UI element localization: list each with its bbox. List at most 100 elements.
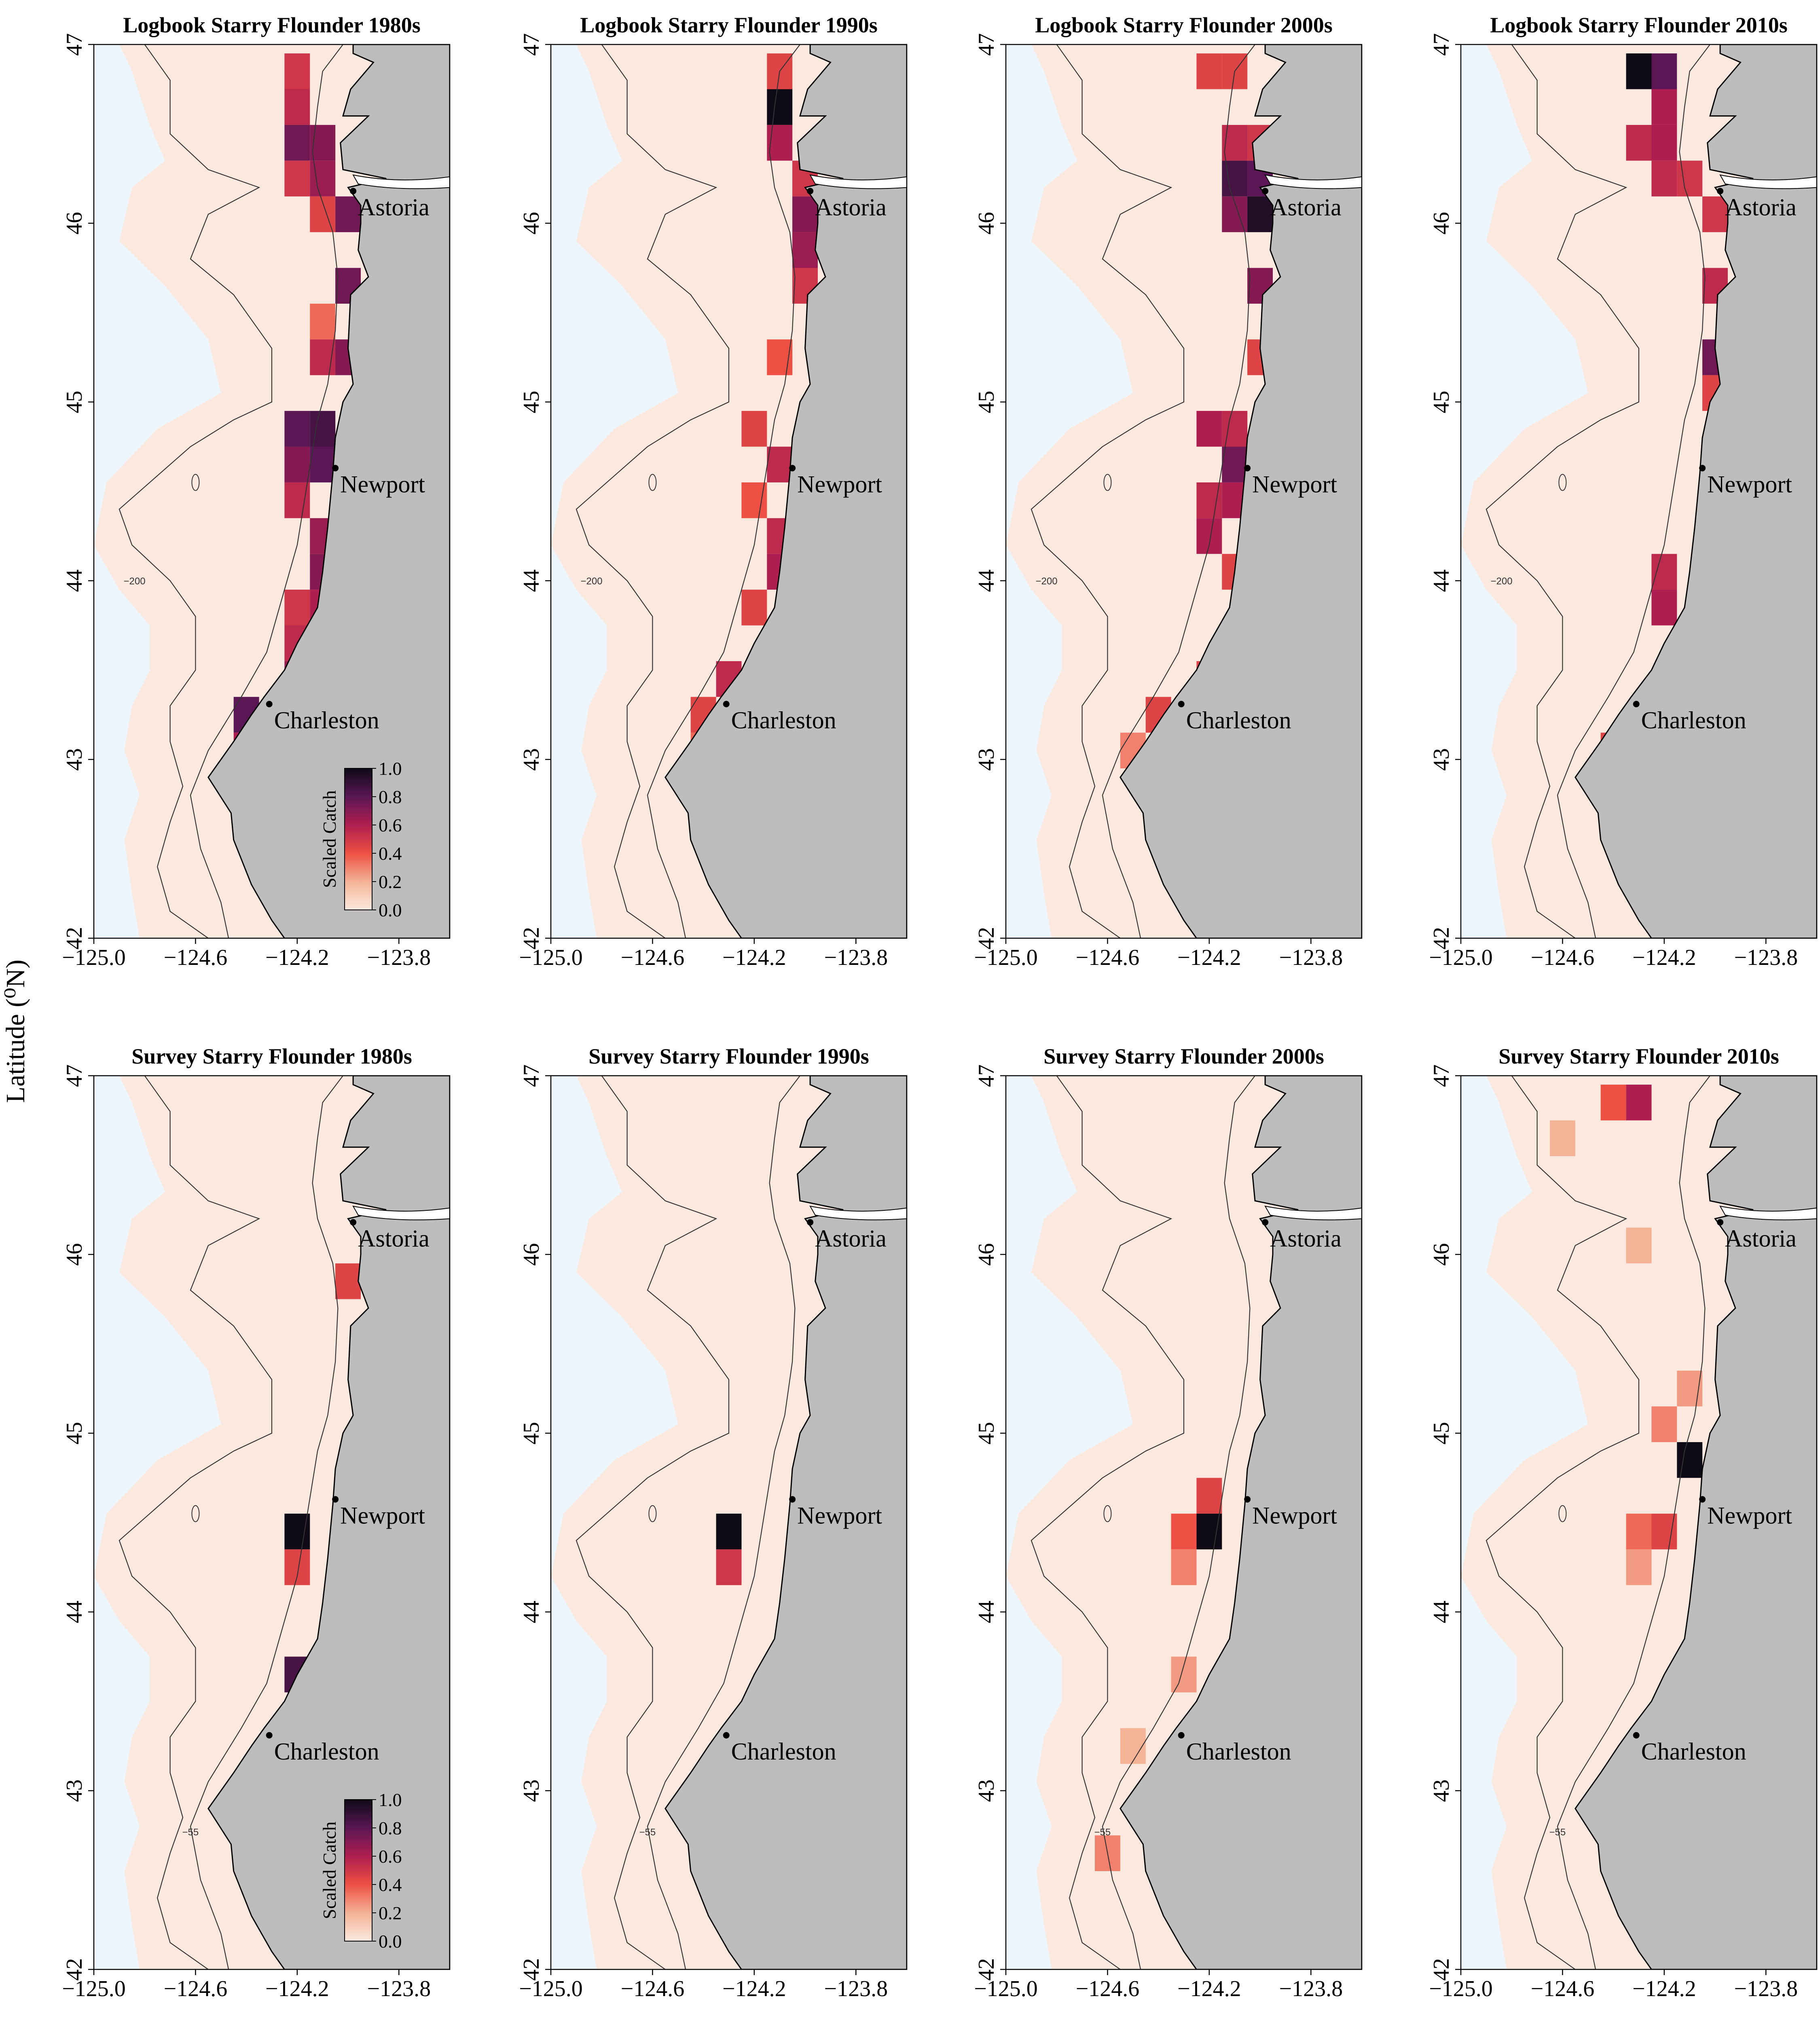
catch-envelope: [1461, 44, 1753, 938]
x-tick-label: −123.8: [1734, 945, 1798, 970]
catch-cell: [284, 125, 310, 161]
colorbar-tick-label: 0.8: [379, 787, 402, 807]
shelf-contour: [1102, 44, 1255, 938]
catch-cell: [1651, 53, 1677, 89]
contour-label: −200: [1491, 576, 1513, 587]
panel-4: −200 Astoria Newport Charleston Logbook Star…: [1429, 13, 1818, 970]
panel-frame: [93, 1075, 451, 1970]
catch-cell: [716, 1513, 742, 1550]
catch-cell: [1196, 1478, 1222, 1514]
panel-8: −55 Astoria Newport Charleston Survey Starry…: [1429, 1044, 1818, 2001]
y-tick-label: 47: [519, 33, 544, 56]
catch-cell: [1247, 196, 1273, 233]
port-label: Astoria: [1270, 194, 1342, 220]
x-tick-label: −124.6: [1531, 945, 1595, 970]
colorbar-tick-label: 1.0: [379, 758, 402, 779]
x-tick-label: −124.2: [1177, 1976, 1241, 2001]
y-tick-label: 42: [1429, 1958, 1454, 1981]
island-contour: [191, 474, 200, 491]
colorbar-tick-label: 0.4: [379, 1874, 402, 1895]
port-marker: [1633, 1732, 1640, 1739]
catch-envelope: [1006, 1076, 1298, 1969]
port-marker: [723, 700, 730, 707]
x-tick-label: −124.6: [621, 945, 685, 970]
port-label: Charleston: [1641, 1738, 1746, 1765]
contour-label: −200: [124, 576, 146, 587]
estuary: [809, 174, 907, 189]
map-area: [1461, 1076, 1817, 1969]
catch-cell: [1651, 89, 1677, 125]
shelf-contour: [647, 1076, 800, 1969]
x-tick-label: −124.2: [1632, 1976, 1696, 2001]
catch-cell: [310, 446, 336, 482]
port-label: Astoria: [815, 1225, 887, 1252]
island-contour: [1103, 474, 1112, 491]
catch-cell: [1196, 482, 1222, 518]
shelf-contour: [190, 44, 343, 938]
catch-cell: [1550, 1120, 1575, 1156]
y-tick-label: 42: [974, 1958, 999, 1981]
catch-cell: [767, 125, 793, 161]
port-marker: [1178, 1732, 1185, 1739]
catch-cell: [716, 1549, 742, 1585]
island-contour: [1103, 1505, 1112, 1522]
panel-title: Logbook Starry Flounder 2000s: [1035, 13, 1333, 37]
contour-label: −55: [1094, 1827, 1111, 1838]
port-marker: [350, 188, 357, 195]
panel-title: Survey Starry Flounder 1990s: [588, 1044, 869, 1068]
y-tick-label: 47: [519, 1064, 544, 1087]
y-tick-label: 47: [974, 33, 999, 56]
panel-frame: [1460, 44, 1818, 939]
isobath-contour: [1486, 1076, 1640, 1969]
shelf-contour: [1102, 1076, 1255, 1969]
panel-6: −55 Astoria Newport Charleston Survey Starry…: [519, 1044, 908, 2001]
catch-cell: [284, 161, 310, 197]
catch-cell: [1196, 411, 1222, 447]
port-label: Charleston: [274, 1738, 379, 1765]
port-marker: [1633, 700, 1640, 707]
panel-title: Logbook Starry Flounder 1980s: [123, 13, 421, 37]
catch-cell: [1651, 125, 1677, 161]
catch-cell: [1171, 1549, 1197, 1585]
y-tick-label: 44: [519, 569, 544, 592]
estuary: [1719, 1206, 1817, 1220]
panel-3: −200 Astoria Newport Charleston Logbook Star…: [974, 13, 1363, 970]
map-area: [94, 44, 450, 938]
colorbar-tick-label: 0.6: [379, 815, 402, 835]
land: [1575, 1076, 1817, 1969]
panel-frame: [550, 1075, 908, 1970]
land: [207, 44, 450, 938]
island-contour: [1558, 474, 1567, 491]
map-area: [1461, 44, 1817, 938]
y-tick-label: 42: [519, 927, 544, 950]
x-tick-label: −125.0: [519, 1976, 583, 2001]
catch-cell: [310, 125, 336, 161]
y-tick-label: 43: [519, 748, 544, 771]
port-label: Charleston: [731, 1738, 836, 1765]
port-label: Astoria: [358, 1225, 430, 1252]
y-tick-label: 44: [1429, 1601, 1454, 1623]
port-label: Newport: [797, 1502, 882, 1529]
panel-5: −55 Astoria Newport Charleston Survey Starry…: [62, 1044, 451, 2001]
isobath-contour: [576, 1076, 730, 1969]
y-tick-label: 46: [519, 1243, 544, 1266]
catch-cell: [1196, 518, 1222, 554]
colorbar-tick-label: 1.0: [379, 1789, 402, 1810]
y-tick-label: 45: [519, 391, 544, 413]
estuary: [1264, 1206, 1362, 1220]
panel-title: Survey Starry Flounder 1980s: [131, 1044, 412, 1068]
catch-envelope: [94, 44, 386, 938]
x-tick-label: −124.2: [722, 1976, 786, 2001]
y-tick-label: 46: [974, 1243, 999, 1266]
port-marker: [1717, 188, 1724, 195]
isobath-contour: [1031, 44, 1185, 938]
y-tick-label: 47: [62, 33, 87, 56]
catch-cell: [284, 590, 310, 626]
catch-cell: [310, 161, 336, 197]
land: [1575, 44, 1817, 938]
panel-title: Logbook Starry Flounder 2010s: [1490, 13, 1788, 37]
catch-cell: [1626, 53, 1652, 89]
port-label: Newport: [1707, 471, 1792, 498]
port-marker: [723, 1732, 730, 1739]
y-tick-label: 45: [974, 1422, 999, 1445]
